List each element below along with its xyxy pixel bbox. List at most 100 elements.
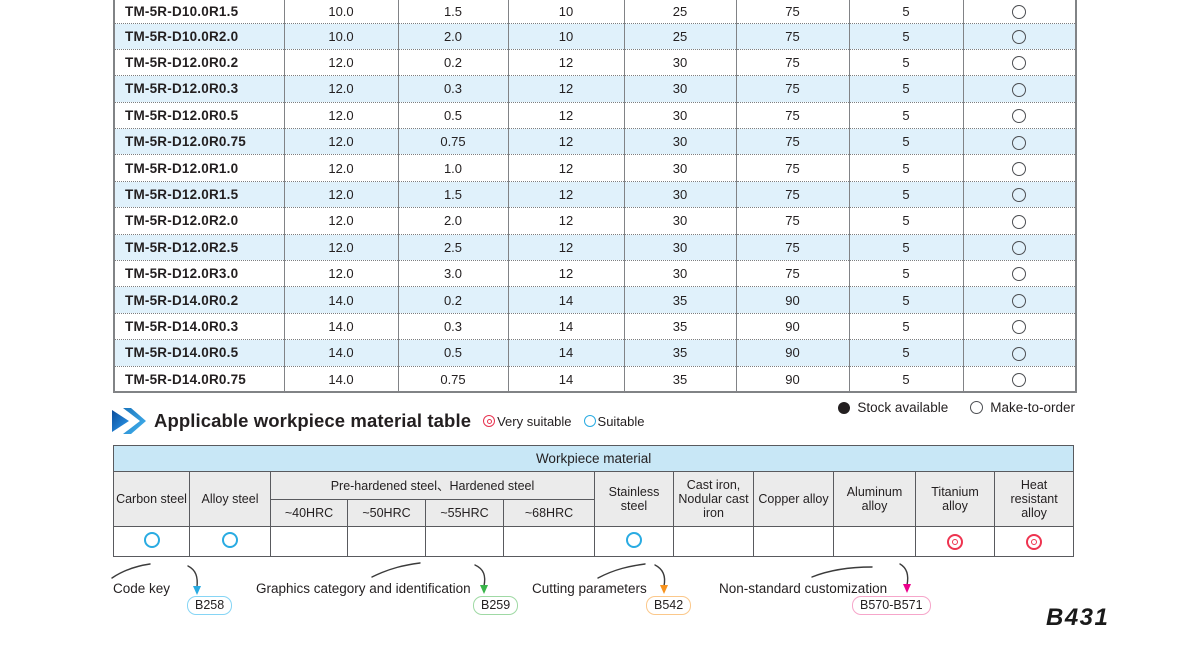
value-cell: 12 (508, 233, 625, 261)
suitability-cell (993, 526, 1075, 557)
open-circle-icon (1012, 161, 1027, 176)
suitable-icon (626, 532, 642, 548)
value-cell: 1.0 (398, 154, 509, 182)
suitability-cell (503, 526, 595, 557)
value-cell: 14 (508, 286, 625, 314)
model-cell: TM-5R-D12.0R2.5 (113, 233, 285, 261)
value-cell: 35 (624, 312, 737, 340)
table-row: TM-5R-D12.0R2.0 12.0 2.0 12 30 75 5 (113, 207, 1077, 235)
value-cell: 75 (736, 0, 850, 23)
value-cell: 30 (624, 75, 737, 103)
value-cell: 12 (508, 48, 625, 76)
value-cell: 35 (624, 286, 737, 314)
value-cell: 35 (624, 339, 737, 367)
page-ref-b258[interactable]: B258 (187, 596, 233, 615)
value-cell: 90 (736, 286, 850, 314)
value-cell: 75 (736, 101, 850, 129)
value-cell: 25 (624, 22, 737, 50)
open-circle-icon (1012, 346, 1027, 361)
model-cell: TM-5R-D10.0R2.0 (113, 22, 285, 50)
suitability-cell (347, 526, 426, 557)
arrow-head-code-key (193, 586, 201, 595)
value-cell: 10.0 (284, 0, 399, 23)
value-cell: 5 (849, 75, 964, 103)
value-cell: 10 (508, 22, 625, 50)
stock-cell (963, 207, 1077, 235)
value-cell: 12.0 (284, 154, 399, 182)
suitability-cell (673, 526, 754, 557)
value-cell: 30 (624, 233, 737, 261)
value-cell: 1.5 (398, 180, 509, 208)
col-header-hardened-steel-group: Pre-hardened steel、Hardened steel (270, 471, 595, 500)
value-cell: 12 (508, 207, 625, 235)
stock-cell (963, 128, 1077, 155)
table-row: TM-5R-D12.0R0.5 12.0 0.5 12 30 75 5 (113, 101, 1077, 129)
value-cell: 5 (849, 48, 964, 76)
value-cell: 75 (736, 22, 850, 50)
value-cell: 30 (624, 154, 737, 182)
value-cell: 12 (508, 128, 625, 155)
page-ref-b542[interactable]: B542 (646, 596, 692, 615)
open-circle-icon (1012, 267, 1027, 282)
legend-stock-available: Stock available (838, 400, 948, 415)
table-row: TM-5R-D14.0R0.3 14.0 0.3 14 35 90 5 (113, 312, 1077, 340)
footer-label-graphics: Graphics category and identification (256, 581, 471, 596)
model-cell: TM-5R-D12.0R0.3 (113, 75, 285, 103)
page-ref-b259[interactable]: B259 (473, 596, 519, 615)
value-cell: 12.0 (284, 260, 399, 287)
stock-cell (963, 286, 1077, 314)
page-ref-b570-b571[interactable]: B570-B571 (852, 596, 931, 615)
value-cell: 12.0 (284, 128, 399, 155)
value-cell: 1.5 (398, 0, 509, 23)
open-circle-icon (1012, 82, 1027, 97)
value-cell: 12.0 (284, 75, 399, 103)
suitable-icon (143, 532, 160, 548)
open-circle-icon (1012, 5, 1027, 20)
value-cell: 5 (849, 233, 964, 261)
stock-cell (963, 0, 1077, 23)
suitability-cell (270, 526, 348, 557)
value-cell: 0.2 (398, 286, 509, 314)
arrow-head-cutting (660, 585, 668, 594)
value-cell: 14.0 (284, 312, 399, 340)
value-cell: 90 (736, 312, 850, 340)
stock-cell (963, 339, 1077, 367)
suitable-icon (222, 532, 238, 548)
table-row: TM-5R-D12.0R1.0 12.0 1.0 12 30 75 5 (113, 154, 1077, 182)
model-cell: TM-5R-D12.0R0.5 (113, 101, 285, 129)
stock-cell (963, 154, 1077, 182)
table-row: TM-5R-D10.0R2.0 10.0 2.0 10 25 75 5 (113, 22, 1077, 50)
value-cell: 10 (508, 0, 625, 23)
model-cell: TM-5R-D14.0R0.2 (113, 286, 285, 314)
suitability-cell (425, 526, 504, 557)
arrow-head-graphics (480, 585, 488, 594)
value-cell: 12 (508, 75, 625, 103)
table-row: TM-5R-D12.0R1.5 12.0 1.5 12 30 75 5 (113, 180, 1077, 208)
model-cell: TM-5R-D12.0R1.5 (113, 180, 285, 208)
legend-very-suitable: Very suitable (483, 414, 572, 429)
col-header-stainless-steel: Stainless steel (594, 471, 674, 527)
col-header-55hrc: ~55HRC (425, 499, 504, 527)
stock-cell (963, 233, 1077, 261)
stock-cell (963, 180, 1077, 208)
stock-cell (963, 312, 1077, 340)
stock-cell (963, 101, 1077, 129)
footer-label-code-key: Code key (113, 581, 171, 596)
value-cell: 30 (624, 180, 737, 208)
value-cell: 2.0 (398, 207, 509, 235)
double-arrow-icon (112, 408, 146, 434)
value-cell: 0.5 (398, 101, 509, 129)
col-header-alloy-steel: Alloy steel (189, 471, 271, 527)
col-header-40hrc: ~40HRC (270, 499, 348, 527)
model-cell: TM-5R-D14.0R0.5 (113, 339, 285, 367)
footer-label-cutting: Cutting parameters (532, 581, 647, 596)
model-cell: TM-5R-D14.0R0.3 (113, 312, 285, 340)
value-cell: 5 (849, 22, 964, 50)
legend-suitable: Suitable (583, 414, 645, 429)
value-cell: 5 (849, 0, 964, 23)
page-number: B431 (1046, 604, 1110, 631)
value-cell: 12.0 (284, 207, 399, 235)
suitable-icon (583, 415, 596, 427)
value-cell: 12 (508, 180, 625, 208)
value-cell: 30 (624, 101, 737, 129)
